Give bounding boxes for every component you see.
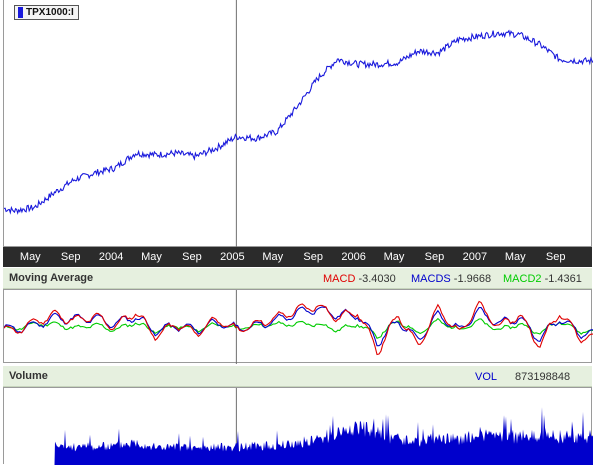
ticker-tag: TPX1000:I: [14, 5, 79, 20]
legend-macd-value: -3.4030: [358, 273, 395, 285]
legend-macds-value: -1.9668: [454, 273, 491, 285]
date-tick-label: 2005: [220, 251, 244, 263]
legend-macd2-value: -1.4361: [545, 273, 582, 285]
ticker-color-swatch: [18, 7, 23, 18]
volume-panel: [3, 387, 592, 464]
volume-area: [55, 407, 593, 465]
date-tick-label: 2007: [463, 251, 487, 263]
date-tick-label: May: [20, 251, 41, 263]
legend-macd2-name: MACD2: [503, 273, 542, 285]
date-tick-label: Sep: [182, 251, 202, 263]
price-plot: [4, 0, 593, 247]
macd-header: Moving Average MACD -3.4030 MACDS -1.966…: [3, 268, 592, 289]
date-tick-label: 2006: [341, 251, 365, 263]
date-tick-label: Sep: [425, 251, 445, 263]
date-tick-label: May: [262, 251, 283, 263]
volume-label: VOL: [475, 371, 497, 383]
price-series-line: [4, 31, 593, 213]
legend-macd: MACD -3.4030: [323, 273, 396, 285]
date-tick-label: 2004: [99, 251, 123, 263]
macd-plot: [4, 290, 593, 364]
volume-value: 873198848: [515, 371, 570, 383]
date-tick-label: Sep: [61, 251, 81, 263]
ticker-label: TPX1000:I: [26, 7, 74, 18]
volume-header: Volume VOL 873198848: [3, 366, 592, 387]
macd-title: Moving Average: [9, 272, 93, 284]
volume-plot: [4, 388, 593, 465]
macd-series-line-macd2: [4, 319, 593, 339]
date-tick-label: Sep: [546, 251, 566, 263]
legend-macd-name: MACD: [323, 273, 355, 285]
date-tick-label: May: [505, 251, 526, 263]
volume-title: Volume: [9, 370, 48, 382]
legend-macds: MACDS -1.9668: [411, 273, 491, 285]
date-axis: May Sep 2004 May Sep 2005 May Sep 2006 May Sep 2007…: [3, 247, 592, 267]
legend-macds-name: MACDS: [411, 273, 451, 285]
date-tick-label: May: [141, 251, 162, 263]
macd-panel: [3, 289, 592, 363]
date-tick-label: Sep: [303, 251, 323, 263]
date-tick-label: May: [384, 251, 405, 263]
price-panel: TPX1000:I: [3, 0, 592, 247]
legend-macd2: MACD2 -1.4361: [503, 273, 582, 285]
